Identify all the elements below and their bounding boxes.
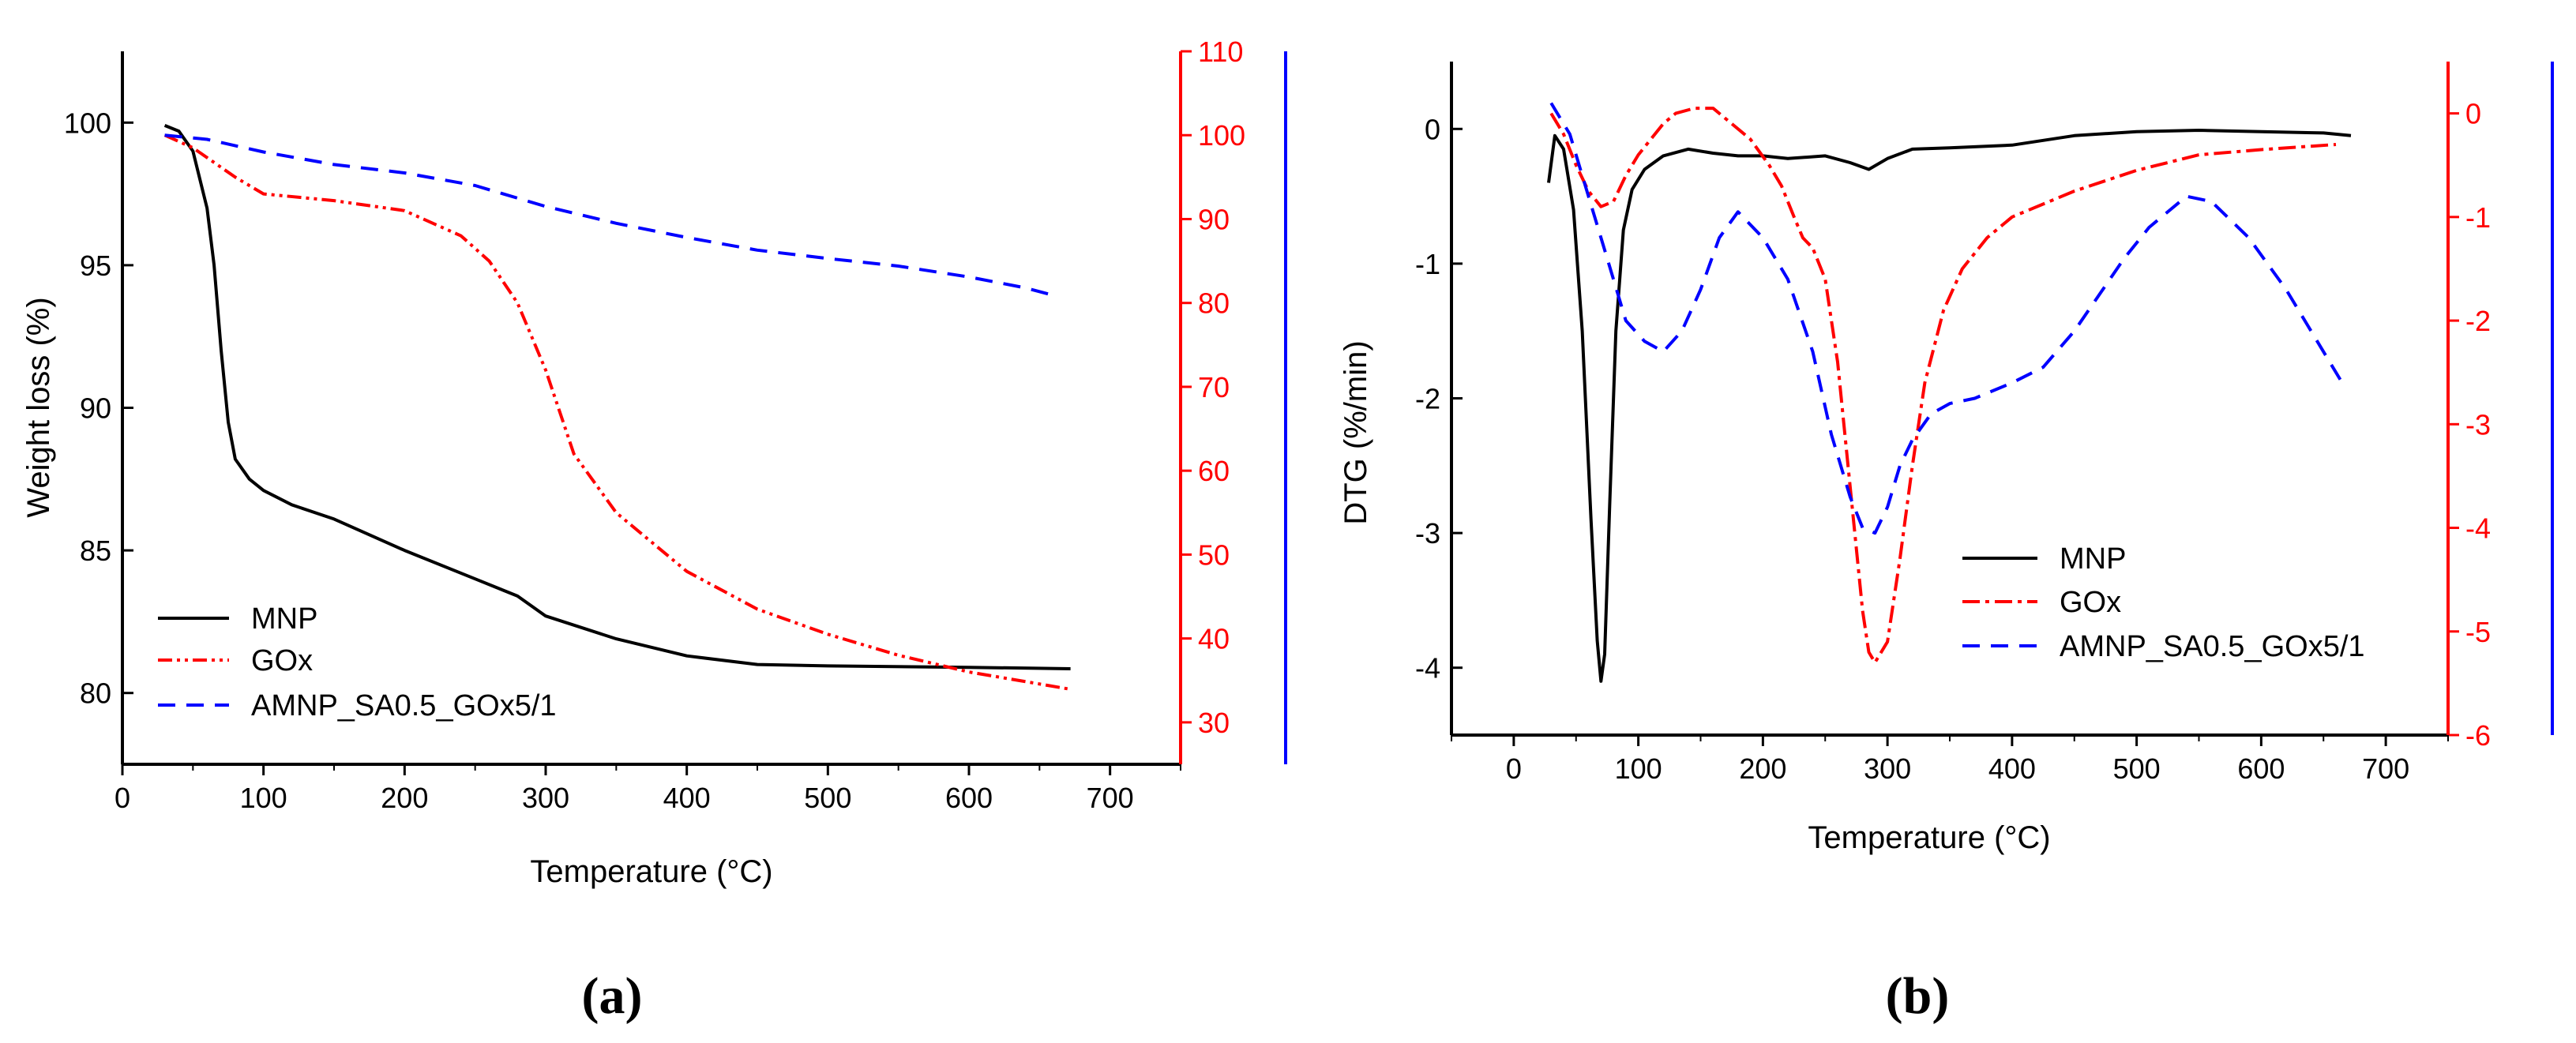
panel-a-y2-tick-label: 100 bbox=[1198, 119, 1245, 152]
panel-a-legend: MNP GOx AMNP_SA0.5_GOx5/1 bbox=[158, 602, 557, 722]
panel-a-y2-tick-label: 50 bbox=[1198, 538, 1230, 571]
panel-b-x-axis-label: Temperature (°C) bbox=[1808, 820, 2050, 855]
panel-b-y2-ticks: -6 -5 -4 -3 -2 -1 0 bbox=[2448, 98, 2491, 752]
panel-a-series-line-2 bbox=[164, 133, 1054, 298]
panel-a-y2-ticks: 30 40 50 60 70 80 90 100 110 bbox=[1181, 36, 1245, 739]
panel-a-y2-tick-label: 80 bbox=[1198, 287, 1230, 320]
panel-b-series-line-1 bbox=[1549, 107, 2337, 665]
panel-b-x-ticks: 0 100 200 300 400 500 600 700 bbox=[1451, 735, 2449, 785]
panel-a-y2-tick-label: 70 bbox=[1198, 371, 1230, 403]
panel-b-y2-tick-label: -5 bbox=[2465, 616, 2491, 648]
panel-b-series-line-2 bbox=[1549, 102, 2344, 535]
panel-b-y2-tick-label: -3 bbox=[2465, 408, 2491, 441]
panel-b-x-tick-label: 100 bbox=[1615, 752, 1662, 785]
panel-a-x-ticks: 0 100 200 300 400 500 600 700 bbox=[115, 764, 1181, 814]
panel-a-legend-label-gox: GOx bbox=[251, 644, 313, 677]
panel-b-series bbox=[1547, 102, 2352, 683]
panel-b-y2-tick-label: -4 bbox=[2465, 512, 2491, 545]
panel-b-y2-tick-label: -1 bbox=[2465, 201, 2491, 234]
panel-a-x-tick-label: 0 bbox=[115, 782, 130, 814]
panel-a-y2-tick-label: 110 bbox=[1198, 36, 1243, 68]
panel-a-y2-tick-label: 60 bbox=[1198, 455, 1230, 487]
panel-b-y2-tick-label: -2 bbox=[2465, 305, 2491, 337]
panel-a-x-tick-label: 700 bbox=[1087, 782, 1134, 814]
panel-b-y-tick-label: -4 bbox=[1415, 652, 1440, 685]
panel-a-y-ticks: 80 85 90 95 100 bbox=[64, 107, 133, 710]
panel-a-x-tick-label: 200 bbox=[381, 782, 428, 814]
panel-a-y-axis-label: Weight loss (%) bbox=[21, 297, 56, 517]
panel-a-x-tick-label: 400 bbox=[663, 782, 711, 814]
panel-b-y-tick-label: -3 bbox=[1415, 517, 1440, 550]
panel-a-legend-label-amnp: AMNP_SA0.5_GOx5/1 bbox=[251, 689, 557, 722]
panel-b: -4 -3 -2 -1 0 -6 -5 -4 -3 -2 -1 0 0 100 200 300 400 500… bbox=[1339, 62, 2554, 1025]
panel-b-x-tick-label: 300 bbox=[1864, 752, 1911, 785]
panel-b-y2-tick-label: 0 bbox=[2465, 98, 2481, 130]
panel-a-y-tick-label: 100 bbox=[64, 107, 111, 139]
panel-b-x-tick-label: 700 bbox=[2362, 752, 2409, 785]
panel-b-y-tick-label: -1 bbox=[1415, 248, 1440, 280]
panel-a-x-axis-label: Temperature (°C) bbox=[530, 854, 772, 889]
panel-b-legend-label-amnp: AMNP_SA0.5_GOx5/1 bbox=[2060, 630, 2365, 663]
panel-b-x-tick-label: 500 bbox=[2113, 752, 2161, 785]
panel-b-legend-label-mnp: MNP bbox=[2060, 542, 2126, 576]
panel-a-caption: (a) bbox=[582, 967, 643, 1025]
panel-b-y-tick-label: -2 bbox=[1415, 383, 1440, 415]
panel-a-series-line-1 bbox=[163, 133, 1068, 691]
panel-a-y2-tick-label: 90 bbox=[1198, 203, 1230, 235]
panel-a-series bbox=[163, 124, 1071, 691]
panel-a-y-tick-label: 80 bbox=[80, 677, 111, 710]
panel-a-y-tick-label: 95 bbox=[80, 249, 111, 282]
panel-a-x-tick-label: 100 bbox=[240, 782, 287, 814]
panel-b-x-tick-label: 200 bbox=[1739, 752, 1786, 785]
panel-a-y2-tick-label: 40 bbox=[1198, 623, 1230, 655]
panel-a-x-tick-label: 500 bbox=[804, 782, 851, 814]
panel-a-legend-label-mnp: MNP bbox=[251, 602, 317, 636]
panel-a-y2-tick-label: 30 bbox=[1198, 707, 1230, 739]
panel-b-y2-tick-label: -6 bbox=[2465, 719, 2491, 752]
panel-b-x-tick-label: 0 bbox=[1506, 752, 1522, 785]
panel-a-y-tick-label: 90 bbox=[80, 392, 111, 425]
panel-a-x-tick-label: 300 bbox=[522, 782, 569, 814]
panel-a-series-line-0 bbox=[163, 124, 1071, 670]
panel-b-y-ticks: -4 -3 -2 -1 0 bbox=[1415, 113, 1463, 685]
panel-a-x-tick-label: 600 bbox=[945, 782, 993, 814]
panel-b-legend-label-gox: GOx bbox=[2060, 586, 2121, 619]
panel-b-caption: (b) bbox=[1886, 967, 1950, 1025]
panel-a: 80 85 90 95 100 30 40 50 60 70 80 90 100 110 0 100 200… bbox=[21, 36, 1287, 1025]
panel-a-y-tick-label: 85 bbox=[80, 535, 111, 567]
panel-b-y-axis-label: DTG (%/min) bbox=[1339, 340, 1373, 524]
panel-b-series-line-0 bbox=[1547, 129, 2352, 683]
panel-b-x-tick-label: 600 bbox=[2237, 752, 2285, 785]
panel-b-x-tick-label: 400 bbox=[1988, 752, 2036, 785]
panel-b-y-tick-label: 0 bbox=[1425, 113, 1440, 145]
panel-b-legend: MNP GOx AMNP_SA0.5_GOx5/1 bbox=[1962, 542, 2365, 663]
